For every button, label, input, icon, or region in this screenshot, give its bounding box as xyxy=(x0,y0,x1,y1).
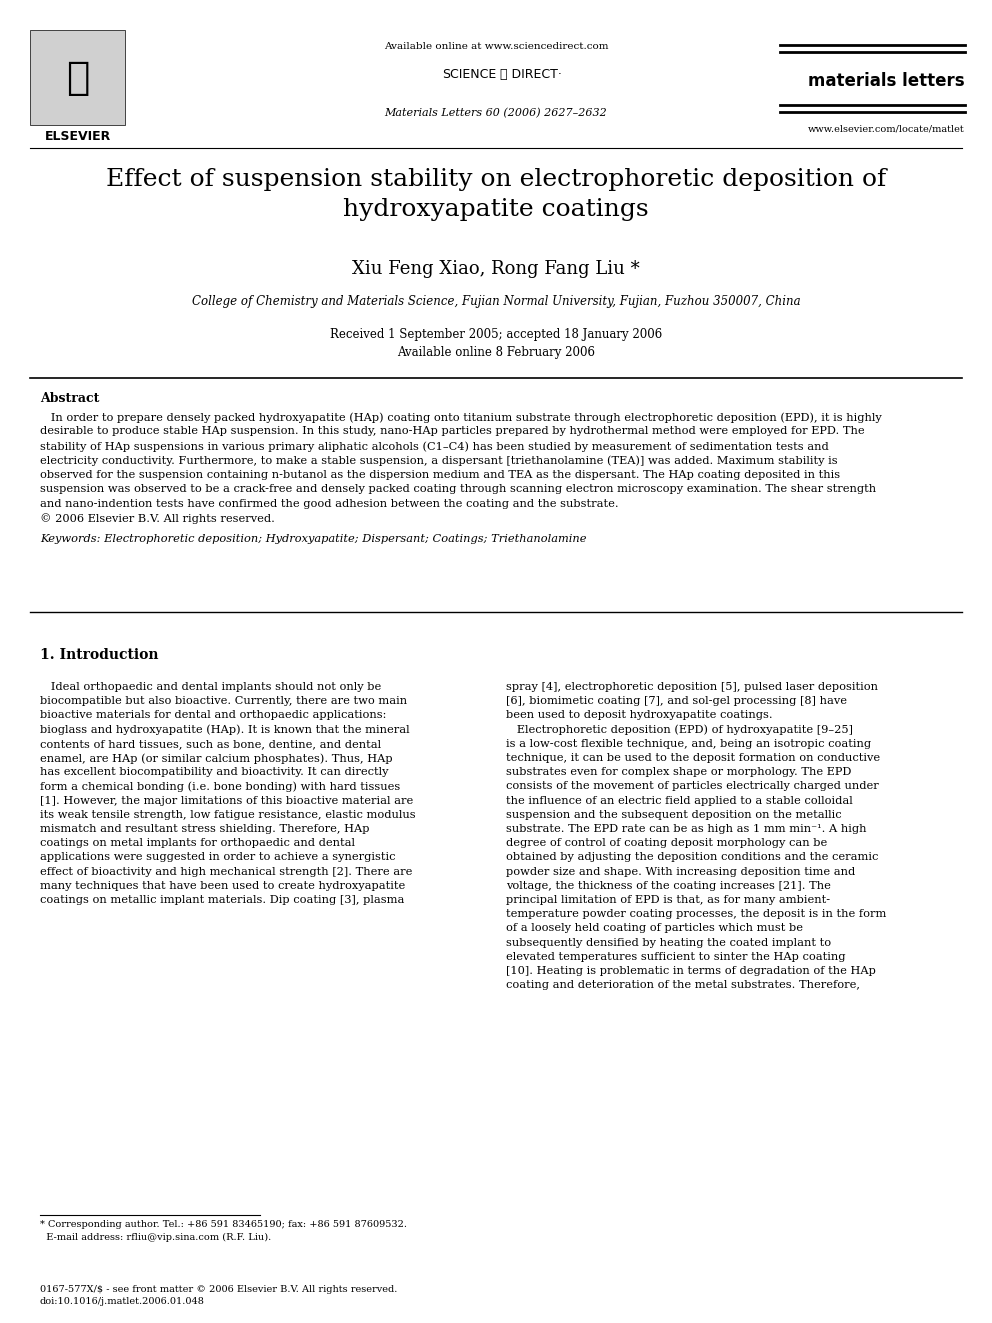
Text: effect of bioactivity and high mechanical strength [2]. There are: effect of bioactivity and high mechanica… xyxy=(40,867,413,877)
Text: 1. Introduction: 1. Introduction xyxy=(40,648,159,662)
Text: Available online at www.sciencedirect.com: Available online at www.sciencedirect.co… xyxy=(384,42,608,52)
Text: subsequently densified by heating the coated implant to: subsequently densified by heating the co… xyxy=(506,938,831,947)
Text: degree of control of coating deposit morphology can be: degree of control of coating deposit mor… xyxy=(506,839,827,848)
Text: biocompatible but also bioactive. Currently, there are two main: biocompatible but also bioactive. Curren… xyxy=(40,696,407,706)
Text: SCIENCE: SCIENCE xyxy=(441,67,496,81)
Text: © 2006 Elsevier B.V. All rights reserved.: © 2006 Elsevier B.V. All rights reserved… xyxy=(40,513,275,524)
Text: 🌳: 🌳 xyxy=(66,60,89,97)
Text: observed for the suspension containing n-butanol as the dispersion medium and TE: observed for the suspension containing n… xyxy=(40,470,840,480)
Text: suspension was observed to be a crack-free and densely packed coating through sc: suspension was observed to be a crack-fr… xyxy=(40,484,876,495)
Text: principal limitation of EPD is that, as for many ambient-: principal limitation of EPD is that, as … xyxy=(506,894,830,905)
Text: coatings on metallic implant materials. Dip coating [3], plasma: coatings on metallic implant materials. … xyxy=(40,894,405,905)
Text: voltage, the thickness of the coating increases [21]. The: voltage, the thickness of the coating in… xyxy=(506,881,831,890)
Text: materials letters: materials letters xyxy=(808,71,965,90)
Text: electricity conductivity. Furthermore, to make a stable suspension, a dispersant: electricity conductivity. Furthermore, t… xyxy=(40,455,837,466)
Text: elevated temperatures sufficient to sinter the HAp coating: elevated temperatures sufficient to sint… xyxy=(506,951,845,962)
Text: the influence of an electric field applied to a stable colloidal: the influence of an electric field appli… xyxy=(506,795,853,806)
Text: enamel, are HAp (or similar calcium phosphates). Thus, HAp: enamel, are HAp (or similar calcium phos… xyxy=(40,753,393,763)
Text: spray [4], electrophoretic deposition [5], pulsed laser deposition: spray [4], electrophoretic deposition [5… xyxy=(506,681,878,692)
Text: bioactive materials for dental and orthopaedic applications:: bioactive materials for dental and ortho… xyxy=(40,710,386,721)
Text: many techniques that have been used to create hydroxyapatite: many techniques that have been used to c… xyxy=(40,881,406,890)
Text: coating and deterioration of the metal substrates. Therefore,: coating and deterioration of the metal s… xyxy=(506,980,860,990)
Text: In order to prepare densely packed hydroxyapatite (HAp) coating onto titanium su: In order to prepare densely packed hydro… xyxy=(40,411,882,422)
Text: Effect of suspension stability on electrophoretic deposition of
hydroxyapatite c: Effect of suspension stability on electr… xyxy=(106,168,886,221)
Text: coatings on metal implants for orthopaedic and dental: coatings on metal implants for orthopaed… xyxy=(40,839,355,848)
FancyBboxPatch shape xyxy=(30,30,125,124)
Text: been used to deposit hydroxyapatite coatings.: been used to deposit hydroxyapatite coat… xyxy=(506,710,773,721)
Text: * Corresponding author. Tel.: +86 591 83465190; fax: +86 591 87609532.: * Corresponding author. Tel.: +86 591 83… xyxy=(40,1220,407,1229)
Text: Materials Letters 60 (2006) 2627–2632: Materials Letters 60 (2006) 2627–2632 xyxy=(385,108,607,118)
Text: technique, it can be used to the deposit formation on conductive: technique, it can be used to the deposit… xyxy=(506,753,880,763)
Text: contents of hard tissues, such as bone, dentine, and dental: contents of hard tissues, such as bone, … xyxy=(40,738,381,749)
Text: Received 1 September 2005; accepted 18 January 2006
Available online 8 February : Received 1 September 2005; accepted 18 J… xyxy=(330,328,662,359)
Text: substrates even for complex shape or morphology. The EPD: substrates even for complex shape or mor… xyxy=(506,767,851,777)
Text: applications were suggested in order to achieve a synergistic: applications were suggested in order to … xyxy=(40,852,396,863)
Text: Xiu Feng Xiao, Rong Fang Liu *: Xiu Feng Xiao, Rong Fang Liu * xyxy=(352,261,640,278)
Text: 0167-577X/$ - see front matter © 2006 Elsevier B.V. All rights reserved.: 0167-577X/$ - see front matter © 2006 El… xyxy=(40,1285,398,1294)
Text: Electrophoretic deposition (EPD) of hydroxyapatite [9–25]: Electrophoretic deposition (EPD) of hydr… xyxy=(506,725,853,736)
Text: desirable to produce stable HAp suspension. In this study, nano-HAp particles pr: desirable to produce stable HAp suspensi… xyxy=(40,426,865,437)
Text: www.elsevier.com/locate/matlet: www.elsevier.com/locate/matlet xyxy=(808,124,965,134)
Text: ⓐ DIRECT·: ⓐ DIRECT· xyxy=(496,67,561,81)
Text: powder size and shape. With increasing deposition time and: powder size and shape. With increasing d… xyxy=(506,867,855,877)
Text: of a loosely held coating of particles which must be: of a loosely held coating of particles w… xyxy=(506,923,803,934)
Text: its weak tensile strength, low fatigue resistance, elastic modulus: its weak tensile strength, low fatigue r… xyxy=(40,810,416,820)
Text: [10]. Heating is problematic in terms of degradation of the HAp: [10]. Heating is problematic in terms of… xyxy=(506,966,876,976)
Text: bioglass and hydroxyapatite (HAp). It is known that the mineral: bioglass and hydroxyapatite (HAp). It is… xyxy=(40,725,410,736)
Text: Abstract: Abstract xyxy=(40,392,99,405)
Text: temperature powder coating processes, the deposit is in the form: temperature powder coating processes, th… xyxy=(506,909,887,919)
Text: and nano-indention tests have confirmed the good adhesion between the coating an: and nano-indention tests have confirmed … xyxy=(40,499,619,509)
Text: consists of the movement of particles electrically charged under: consists of the movement of particles el… xyxy=(506,782,879,791)
Text: obtained by adjusting the deposition conditions and the ceramic: obtained by adjusting the deposition con… xyxy=(506,852,878,863)
Text: stability of HAp suspensions in various primary aliphatic alcohols (C1–C4) has b: stability of HAp suspensions in various … xyxy=(40,441,828,451)
Text: mismatch and resultant stress shielding. Therefore, HAp: mismatch and resultant stress shielding.… xyxy=(40,824,369,833)
Text: [6], biomimetic coating [7], and sol-gel processing [8] have: [6], biomimetic coating [7], and sol-gel… xyxy=(506,696,847,706)
Text: College of Chemistry and Materials Science, Fujian Normal University, Fujian, Fu: College of Chemistry and Materials Scien… xyxy=(191,295,801,308)
Text: substrate. The EPD rate can be as high as 1 mm min⁻¹. A high: substrate. The EPD rate can be as high a… xyxy=(506,824,866,833)
Text: is a low-cost flexible technique, and, being an isotropic coating: is a low-cost flexible technique, and, b… xyxy=(506,738,871,749)
Text: form a chemical bonding (i.e. bone bonding) with hard tissues: form a chemical bonding (i.e. bone bondi… xyxy=(40,782,400,792)
Text: doi:10.1016/j.matlet.2006.01.048: doi:10.1016/j.matlet.2006.01.048 xyxy=(40,1297,205,1306)
Text: Keywords: Electrophoretic deposition; Hydroxyapatite; Dispersant; Coatings; Trie: Keywords: Electrophoretic deposition; Hy… xyxy=(40,534,586,544)
Text: has excellent biocompatibility and bioactivity. It can directly: has excellent biocompatibility and bioac… xyxy=(40,767,389,777)
Text: E-mail address: rfliu@vip.sina.com (R.F. Liu).: E-mail address: rfliu@vip.sina.com (R.F.… xyxy=(40,1233,271,1242)
Text: ELSEVIER: ELSEVIER xyxy=(45,130,111,143)
Text: suspension and the subsequent deposition on the metallic: suspension and the subsequent deposition… xyxy=(506,810,841,820)
Text: Ideal orthopaedic and dental implants should not only be: Ideal orthopaedic and dental implants sh… xyxy=(40,681,381,692)
Text: [1]. However, the major limitations of this bioactive material are: [1]. However, the major limitations of t… xyxy=(40,795,414,806)
